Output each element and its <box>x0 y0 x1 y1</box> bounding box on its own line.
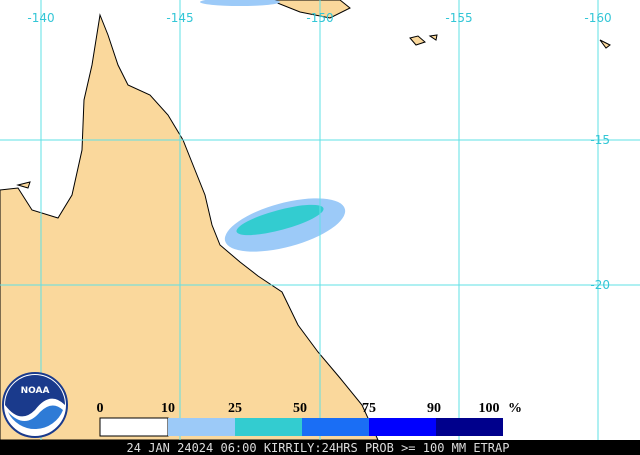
latitude-label: -15 <box>590 133 610 147</box>
logo-text: NOAA <box>21 386 50 396</box>
longitude-label: -160 <box>584 11 611 25</box>
longitude-label: -155 <box>445 11 472 25</box>
legend-label: 10 <box>161 401 175 416</box>
latitude-label: -20 <box>590 278 610 292</box>
legend-swatch <box>436 418 503 436</box>
legend-swatch <box>302 418 369 436</box>
legend-label: 0 <box>97 401 104 416</box>
rain-10 <box>200 0 280 6</box>
legend-swatch <box>369 418 436 436</box>
legend: 0 10 25 50 75 90 100 % <box>97 401 522 437</box>
logo-sea <box>8 405 63 430</box>
legend-label: 100 <box>479 401 500 416</box>
island <box>16 34 611 189</box>
queensland <box>0 13 379 441</box>
legend-label: 90 <box>427 401 441 416</box>
legend-swatch <box>168 418 235 436</box>
longitude-label: -145 <box>166 11 193 25</box>
legend-label: 75 <box>362 401 376 416</box>
legend-label: 25 <box>228 401 242 416</box>
longitude-label: -150 <box>306 11 333 25</box>
legend-swatch <box>99 417 169 437</box>
legend-swatch <box>235 418 302 436</box>
legend-label: 50 <box>293 401 307 416</box>
rain-25 <box>236 204 324 236</box>
logo-sky <box>5 375 65 417</box>
legend-unit: % <box>508 401 522 416</box>
graticule <box>0 0 640 440</box>
caption: 24 JAN 24024 06:00 KIRRILY:24HRS PROB >=… <box>127 441 510 455</box>
longitude-label: -140 <box>27 11 54 25</box>
caption-bar <box>0 440 640 455</box>
new-guinea <box>269 0 351 19</box>
noaa-logo: NOAA <box>2 372 68 438</box>
